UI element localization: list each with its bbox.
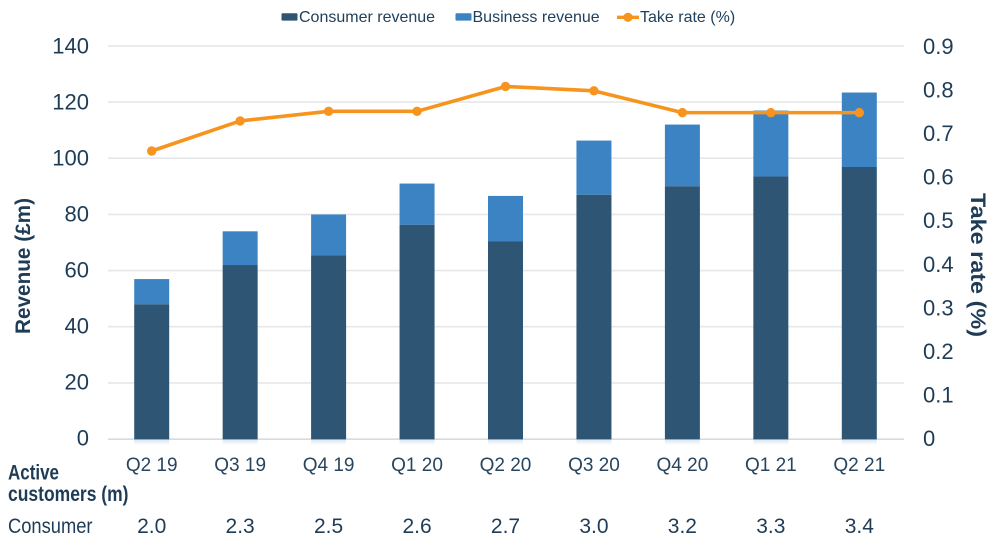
svg-text:3.0: 3.0	[579, 515, 608, 538]
svg-text:20: 20	[65, 369, 89, 394]
svg-text:3.2: 3.2	[668, 515, 697, 538]
svg-text:2.6: 2.6	[402, 515, 431, 538]
svg-text:0.4: 0.4	[923, 252, 954, 277]
svg-text:140: 140	[52, 34, 89, 59]
svg-text:0.6: 0.6	[923, 165, 954, 190]
svg-text:2.7: 2.7	[491, 515, 520, 538]
svg-text:Q3 19: Q3 19	[214, 455, 266, 476]
svg-text:Q1 20: Q1 20	[391, 455, 443, 476]
svg-text:0.7: 0.7	[923, 121, 954, 146]
svg-text:Take rate (%): Take rate (%)	[966, 193, 989, 337]
svg-text:0.3: 0.3	[923, 295, 954, 320]
svg-text:40: 40	[65, 313, 89, 338]
svg-text:0.8: 0.8	[923, 77, 954, 102]
svg-text:0: 0	[923, 426, 935, 451]
svg-text:100: 100	[52, 146, 89, 171]
svg-text:Q4 19: Q4 19	[303, 455, 355, 476]
svg-text:Q3 20: Q3 20	[568, 455, 620, 476]
svg-text:Q2 20: Q2 20	[480, 455, 532, 476]
svg-text:0.9: 0.9	[923, 34, 954, 59]
svg-text:3.3: 3.3	[756, 515, 785, 538]
svg-text:0.5: 0.5	[923, 208, 954, 233]
svg-text:0: 0	[77, 425, 89, 450]
svg-text:Consumer: Consumer	[8, 515, 93, 538]
svg-text:Consumer revenue: Consumer revenue	[299, 9, 435, 26]
svg-text:Revenue (£m): Revenue (£m)	[12, 198, 35, 334]
svg-text:customers (m): customers (m)	[8, 483, 129, 506]
svg-text:Q2 19: Q2 19	[126, 455, 178, 476]
svg-text:Business revenue: Business revenue	[473, 9, 600, 26]
svg-text:80: 80	[65, 202, 89, 227]
svg-text:0.2: 0.2	[923, 339, 954, 364]
svg-text:0.1: 0.1	[923, 383, 954, 408]
svg-text:Q1 21: Q1 21	[745, 455, 797, 476]
svg-text:2.0: 2.0	[137, 515, 166, 538]
svg-text:2.5: 2.5	[314, 515, 343, 538]
svg-text:Active: Active	[8, 462, 59, 485]
svg-text:60: 60	[65, 258, 89, 283]
svg-text:Q2 21: Q2 21	[833, 455, 885, 476]
svg-text:3.4: 3.4	[845, 515, 875, 538]
svg-text:Take rate (%): Take rate (%)	[640, 9, 735, 26]
svg-text:120: 120	[52, 90, 89, 115]
svg-text:2.3: 2.3	[226, 515, 255, 538]
svg-text:Q4 20: Q4 20	[657, 455, 709, 476]
